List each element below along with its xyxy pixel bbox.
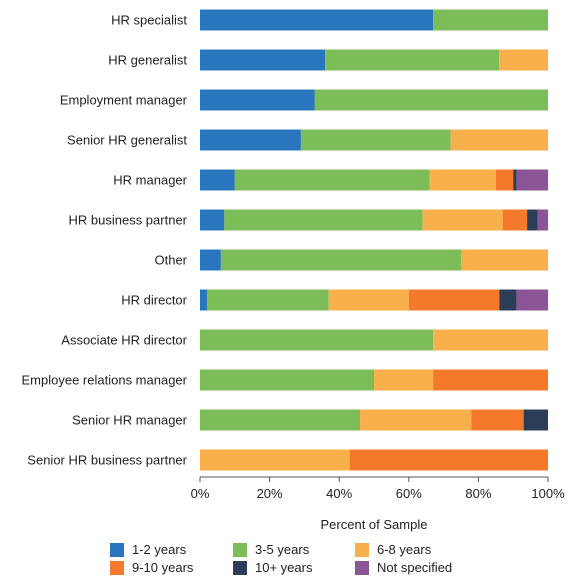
bar-employee-relations-manager-6-8-years <box>374 369 434 391</box>
category-label-employee-relations-manager: Employee relations manager <box>22 373 188 388</box>
bar-hr-manager-6-8-years <box>429 169 496 191</box>
legend-label: 3-5 years <box>255 542 310 557</box>
legend-item-1-2-years: 1-2 years <box>110 542 233 557</box>
legend: 1-2 years 3-5 years 6-8 years 9-10 years 10+… <box>110 542 560 575</box>
category-label-employment-manager: Employment manager <box>60 93 188 108</box>
legend-swatch <box>355 542 369 557</box>
legend-swatch <box>110 560 124 575</box>
bar-hr-generalist-1-2-years <box>200 49 326 71</box>
legend-label: 6-8 years <box>377 542 432 557</box>
bar-senior-hr-manager-6-8-years <box>360 409 472 431</box>
category-label-hr-manager: HR manager <box>113 173 187 188</box>
legend-label: 1-2 years <box>132 542 187 557</box>
category-label-hr-specialist: HR specialist <box>111 13 187 28</box>
legend-swatch <box>233 542 247 557</box>
legend-item-10-years: 10+ years <box>233 560 355 575</box>
bar-hr-specialist-3-5-years <box>433 9 548 31</box>
bar-hr-business-partner-3-5-years <box>224 209 423 231</box>
category-label-senior-hr-manager: Senior HR manager <box>72 413 188 428</box>
category-label-hr-director: HR director <box>121 293 187 308</box>
bar-senior-hr-manager-3-5-years <box>200 409 361 431</box>
bar-hr-director-1-2-years <box>200 289 207 311</box>
bar-hr-generalist-3-5-years <box>325 49 500 71</box>
bars-group <box>200 9 548 471</box>
category-label-hr-generalist: HR generalist <box>108 53 187 68</box>
bar-hr-business-partner-not-specified <box>537 209 548 231</box>
bar-senior-hr-business-partner-9-10-years <box>349 449 548 471</box>
bar-hr-generalist-6-8-years <box>499 49 548 71</box>
x-tick-label: 0% <box>191 486 210 501</box>
legend-item-9-10-years: 9-10 years <box>110 560 233 575</box>
bar-hr-business-partner-9-10-years <box>502 209 528 231</box>
x-axis-title: Percent of Sample <box>320 517 428 532</box>
bar-hr-business-partner-1-2-years <box>200 209 225 231</box>
category-label-hr-business-partner: HR business partner <box>69 213 188 228</box>
legend-item-not-specified: Not specified <box>355 560 505 575</box>
bar-employee-relations-manager-9-10-years <box>433 369 548 391</box>
category-label-senior-hr-business-partner: Senior HR business partner <box>27 453 187 468</box>
category-label-senior-hr-generalist: Senior HR generalist <box>67 133 187 148</box>
bar-employee-relations-manager-3-5-years <box>200 369 374 391</box>
category-labels: HR specialist HR generalist Employment man… <box>22 13 188 468</box>
bar-hr-director-9-10-years <box>408 289 500 311</box>
x-tick-label: 80% <box>465 486 491 501</box>
bar-associate-hr-director-3-5-years <box>200 329 434 351</box>
legend-swatch <box>233 560 247 575</box>
bar-senior-hr-manager-10-years <box>523 409 548 431</box>
legend-label: Not specified <box>377 560 453 575</box>
bar-hr-manager-3-5-years <box>234 169 430 191</box>
legend-swatch <box>355 560 369 575</box>
bar-senior-hr-business-partner-6-8-years <box>200 449 350 471</box>
bar-hr-business-partner-6-8-years <box>422 209 503 231</box>
category-label-associate-hr-director: Associate HR director <box>61 333 187 348</box>
legend-item-6-8-years: 6-8 years <box>355 542 505 557</box>
x-tick-label: 60% <box>396 486 422 501</box>
legend-item-3-5-years: 3-5 years <box>233 542 355 557</box>
x-axis: 0% 20% 40% 60% 80% 100% <box>191 476 565 501</box>
x-tick-label: 20% <box>257 486 283 501</box>
bar-hr-director-not-specified <box>516 289 548 311</box>
legend-label: 10+ years <box>255 560 313 575</box>
bar-hr-manager-10-years <box>513 169 517 191</box>
legend-swatch <box>110 542 124 557</box>
x-tick-label: 40% <box>326 486 352 501</box>
bar-employment-manager-1-2-years <box>200 89 315 111</box>
legend-label: 9-10 years <box>132 560 194 575</box>
category-label-other: Other <box>154 253 187 268</box>
bar-hr-business-partner-10-years <box>527 209 538 231</box>
bar-senior-hr-generalist-6-8-years <box>450 129 548 151</box>
bar-employment-manager-3-5-years <box>314 89 548 111</box>
bar-hr-director-6-8-years <box>328 289 409 311</box>
bar-senior-hr-generalist-3-5-years <box>300 129 451 151</box>
bar-hr-director-10-years <box>499 289 517 311</box>
bar-associate-hr-director-6-8-years <box>433 329 548 351</box>
bar-hr-director-3-5-years <box>206 289 329 311</box>
bar-hr-specialist-1-2-years <box>200 9 434 31</box>
bar-other-6-8-years <box>461 249 548 271</box>
bar-hr-manager-not-specified <box>516 169 548 191</box>
bar-other-3-5-years <box>220 249 461 271</box>
x-tick-label: 100% <box>531 486 565 501</box>
bar-hr-manager-9-10-years <box>495 169 514 191</box>
bar-senior-hr-generalist-1-2-years <box>200 129 301 151</box>
bar-senior-hr-manager-9-10-years <box>471 409 524 431</box>
bar-other-1-2-years <box>200 249 221 271</box>
bar-hr-manager-1-2-years <box>200 169 235 191</box>
